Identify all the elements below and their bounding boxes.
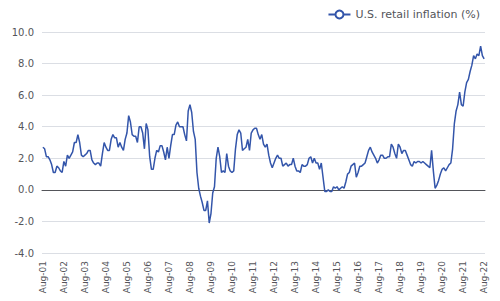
svg-text:Aug-08: Aug-08 [185,261,195,294]
svg-text:0.0: 0.0 [18,184,34,195]
svg-text:6.0: 6.0 [18,90,34,101]
svg-text:Aug-02: Aug-02 [59,261,69,293]
svg-text:Aug-10: Aug-10 [227,261,237,294]
svg-text:Aug-15: Aug-15 [332,261,342,293]
svg-text:Aug-22: Aug-22 [479,261,489,293]
svg-text:-2.0: -2.0 [14,216,34,227]
svg-text:Aug-12: Aug-12 [269,261,279,293]
svg-text:Aug-19: Aug-19 [416,261,426,294]
svg-text:Aug-11: Aug-11 [248,261,258,293]
svg-text:Aug-17: Aug-17 [374,261,384,293]
svg-text:Aug-14: Aug-14 [311,261,321,294]
svg-text:Aug-20: Aug-20 [437,261,447,294]
svg-text:Aug-18: Aug-18 [395,261,405,294]
svg-text:8.0: 8.0 [18,58,34,69]
svg-text:Aug-07: Aug-07 [164,261,174,293]
svg-text:U.S. retail inflation (%): U.S. retail inflation (%) [355,8,480,21]
svg-text:Aug-06: Aug-06 [143,261,153,294]
svg-text:4.0: 4.0 [18,121,34,132]
svg-text:-4.0: -4.0 [14,248,34,259]
svg-text:Aug-01: Aug-01 [38,261,48,293]
svg-text:Aug-13: Aug-13 [290,261,300,293]
svg-text:Aug-21: Aug-21 [458,261,468,293]
svg-text:Aug-03: Aug-03 [80,261,90,293]
svg-text:Aug-04: Aug-04 [101,261,111,294]
svg-text:Aug-16: Aug-16 [353,261,363,294]
svg-text:Aug-05: Aug-05 [122,261,132,293]
svg-text:Aug-09: Aug-09 [206,261,216,294]
svg-text:2.0: 2.0 [18,153,34,164]
svg-text:10.0: 10.0 [12,27,34,38]
